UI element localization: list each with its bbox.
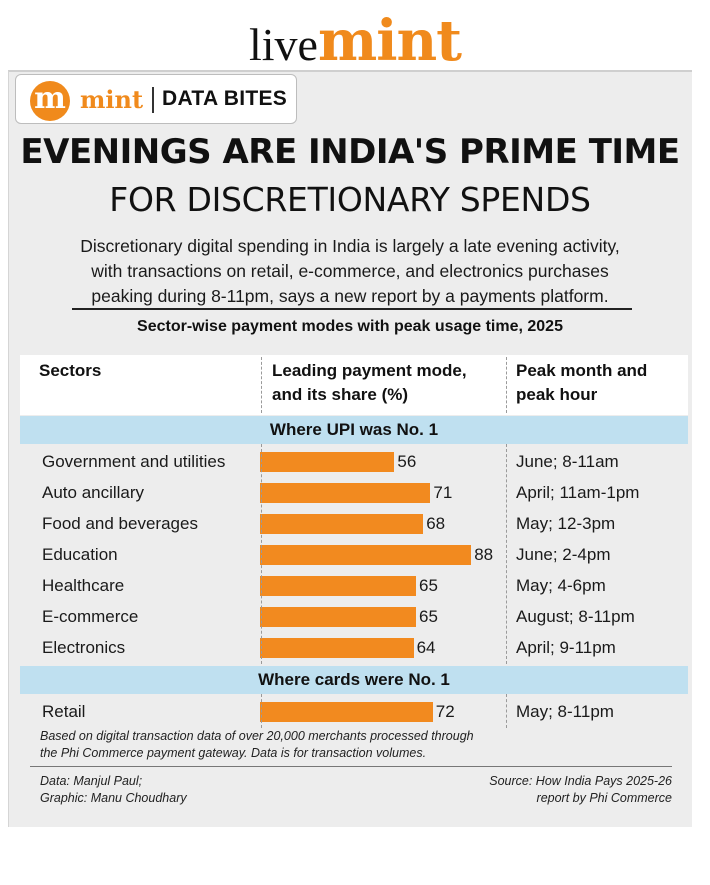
share-bar bbox=[260, 607, 416, 627]
section-band: Where cards were No. 1 bbox=[20, 666, 688, 694]
table-header: Sectors Leading payment mode, and its sh… bbox=[20, 355, 688, 415]
share-value-label: 88 bbox=[474, 545, 494, 564]
peak-time-label: August; 8-11pm bbox=[516, 607, 635, 626]
badge-divider bbox=[152, 87, 154, 113]
header-payment-mode-line-1: Leading payment mode, bbox=[272, 361, 467, 380]
credits: Data: Manjul Paul; Graphic: Manu Choudha… bbox=[40, 773, 187, 807]
sector-label: Government and utilities bbox=[42, 452, 226, 471]
share-bar bbox=[260, 514, 424, 534]
header-peak: Peak month and peak hour bbox=[516, 359, 686, 407]
share-value-label: 64 bbox=[416, 638, 436, 657]
peak-time-label: June; 2-4pm bbox=[516, 545, 611, 564]
headline-line-1: EVENINGS ARE INDIA'S PRIME TIME bbox=[20, 132, 680, 172]
description-line-1: Discretionary digital spending in India … bbox=[80, 236, 620, 256]
sector-label: Electronics bbox=[42, 638, 126, 657]
header-sectors: Sectors bbox=[39, 361, 102, 380]
peak-time-label: April; 9-11pm bbox=[516, 638, 616, 657]
share-bar bbox=[260, 483, 431, 503]
credit-graphic: Graphic: Manu Choudhary bbox=[40, 791, 187, 805]
share-bar bbox=[260, 638, 414, 658]
description-rule bbox=[72, 308, 632, 310]
share-value-label: 72 bbox=[435, 702, 455, 721]
description: Discretionary digital spending in India … bbox=[30, 234, 670, 309]
livemint-logo: livemint bbox=[0, 8, 710, 74]
description-line-3: peaking during 8-11pm, says a new report… bbox=[91, 286, 609, 306]
sector-label: E-commerce bbox=[42, 607, 139, 626]
description-line-2: with transactions on retail, e-commerce,… bbox=[91, 261, 609, 281]
section-band: Where UPI was No. 1 bbox=[20, 416, 688, 444]
sector-label: Education bbox=[42, 545, 118, 564]
peak-time-label: June; 8-11am bbox=[516, 452, 619, 471]
badge-section-label: DATA BITES bbox=[162, 87, 288, 110]
sector-label: Retail bbox=[42, 702, 86, 721]
badge-brand: mint bbox=[80, 85, 144, 114]
data-bites-badge: m mint DATA BITES bbox=[15, 74, 297, 124]
source-line-2: report by Phi Commerce bbox=[536, 791, 672, 805]
logo-live-text: live bbox=[248, 19, 318, 70]
header-payment-mode: Leading payment mode, and its share (%) bbox=[272, 359, 502, 407]
footer-rule bbox=[30, 766, 672, 767]
share-value-label: 71 bbox=[433, 483, 453, 502]
sector-label: Food and beverages bbox=[42, 514, 198, 533]
credit-data: Data: Manjul Paul; bbox=[40, 774, 143, 788]
peak-time-label: May; 12-3pm bbox=[516, 514, 616, 533]
footnote-line-1: Based on digital transaction data of ove… bbox=[40, 729, 474, 743]
footnote-line-2: the Phi Commerce payment gateway. Data i… bbox=[40, 746, 427, 760]
share-bar bbox=[260, 576, 416, 596]
chart-subtitle: Sector-wise payment modes with peak usag… bbox=[137, 318, 563, 335]
column-divider bbox=[261, 444, 262, 664]
peak-time-label: April; 11am-1pm bbox=[516, 483, 640, 502]
share-value-label: 68 bbox=[426, 514, 446, 533]
column-divider bbox=[506, 694, 507, 728]
column-divider bbox=[506, 444, 507, 664]
column-divider bbox=[261, 357, 262, 413]
header-peak-line-2: peak hour bbox=[516, 385, 598, 404]
peak-time-label: May; 8-11pm bbox=[516, 702, 614, 721]
logo-mint-text: mint bbox=[317, 8, 462, 74]
sector-label: Healthcare bbox=[42, 576, 125, 595]
share-bar bbox=[260, 545, 472, 565]
headline-line-2: FOR DISCRETIONARY SPENDS bbox=[109, 180, 591, 219]
share-bar bbox=[260, 452, 395, 472]
share-bar bbox=[260, 702, 433, 722]
share-value-label: 56 bbox=[397, 452, 417, 471]
footnote: Based on digital transaction data of ove… bbox=[40, 728, 560, 762]
sector-label: Auto ancillary bbox=[42, 483, 145, 502]
source-line-1: Source: How India Pays 2025-26 bbox=[489, 774, 672, 788]
header-peak-line-1: Peak month and bbox=[516, 361, 648, 380]
peak-time-label: May; 4-6pm bbox=[516, 576, 606, 595]
column-divider bbox=[506, 357, 507, 413]
header-payment-mode-line-2: and its share (%) bbox=[272, 385, 409, 404]
column-divider bbox=[261, 694, 262, 728]
share-value-label: 65 bbox=[419, 607, 438, 626]
share-value-label: 65 bbox=[419, 576, 438, 595]
infographic-card bbox=[8, 70, 692, 827]
source: Source: How India Pays 2025-26 report by… bbox=[489, 773, 672, 807]
mint-m-icon: m bbox=[30, 81, 70, 121]
